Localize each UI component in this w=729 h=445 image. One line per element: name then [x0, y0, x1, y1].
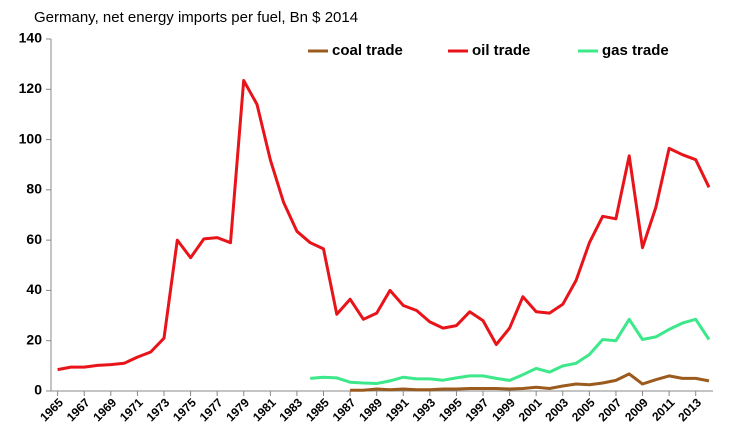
x-tick-label: 1997: [463, 395, 492, 424]
y-tick-label: 120: [19, 80, 43, 96]
x-tick-label: 2001: [516, 395, 545, 424]
x-tick-label: 1983: [277, 395, 306, 424]
x-tick-label: 2011: [649, 395, 678, 424]
x-tick-label: 1999: [489, 395, 518, 424]
x-tick-label: 2003: [542, 395, 571, 424]
x-tick-label: 2009: [622, 395, 651, 424]
x-tick-label: 1965: [37, 395, 66, 424]
data-line: [57, 79, 711, 372]
x-tick-label: 2005: [569, 395, 598, 424]
x-tick-label: 1995: [436, 395, 465, 424]
data-line: [310, 317, 711, 385]
x-tick-label: 1985: [303, 395, 332, 424]
y-tick-label: 60: [26, 231, 42, 247]
x-tick-label: 1987: [330, 395, 359, 424]
y-tick-label: 20: [26, 331, 42, 347]
x-tick-label: 1989: [356, 395, 385, 424]
y-tick-label: 0: [34, 382, 42, 398]
x-tick-label: 1967: [64, 395, 93, 424]
y-tick-label: 100: [19, 130, 43, 146]
x-tick-label: 1971: [117, 395, 146, 424]
y-tick-label: 40: [26, 281, 42, 297]
x-tick-label: 1993: [409, 395, 438, 424]
x-tick-label: 1973: [144, 395, 173, 424]
x-tick-label: 1981: [250, 395, 279, 424]
x-tick-label: 2007: [596, 395, 625, 424]
chart-title: Germany, net energy imports per fuel, Bn…: [34, 9, 358, 26]
legend-label: coal trade: [332, 42, 403, 59]
x-tick-label: 1991: [383, 395, 412, 424]
x-tick-label: 1977: [197, 395, 226, 424]
x-tick-label: 1969: [90, 395, 119, 424]
legend-label: oil trade: [472, 42, 530, 59]
x-tick-label: 2013: [675, 395, 704, 424]
legend-label: gas trade: [602, 42, 669, 59]
x-tick-label: 1975: [170, 395, 199, 424]
y-tick-label: 80: [26, 181, 42, 197]
x-tick-label: 1979: [223, 395, 252, 424]
data-line: [350, 372, 710, 392]
y-tick-label: 140: [19, 30, 43, 46]
